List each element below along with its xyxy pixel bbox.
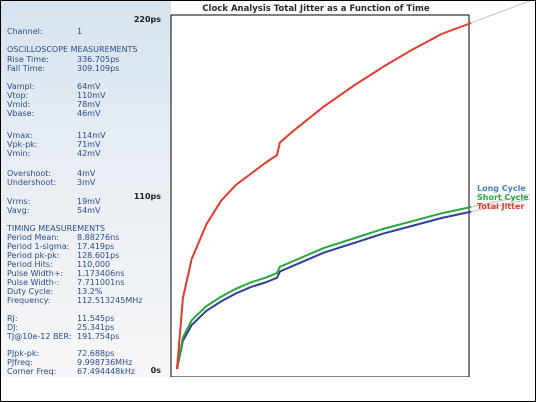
- channel-row-label: Channel:: [7, 27, 43, 36]
- y-tick-label: 110ps: [134, 192, 161, 201]
- chart-title: Clock Analysis Total Jitter as a Functio…: [202, 4, 430, 14]
- timing-row-label: Period Mean:: [7, 233, 59, 242]
- timing-row-value: 128.601ps: [77, 251, 120, 260]
- osc-row-label: Rise Time:: [7, 55, 49, 64]
- osc-row-label: Fall Time:: [7, 64, 46, 73]
- timing-row-value: 13.2%: [77, 287, 103, 296]
- extrapolation-line: [470, 193, 530, 208]
- pj-row-value: 67.494448kHz: [77, 367, 136, 376]
- timing-row-label: Period Hits:: [7, 260, 53, 269]
- rms-row-value: 54mV: [77, 206, 101, 215]
- oscilloscope-section-title: OSCILLOSCOPE MEASUREMENTS: [7, 45, 138, 54]
- timing-row-label: Pulse Width+:: [7, 269, 64, 278]
- rms-row-value: 19mV: [77, 197, 101, 206]
- legend-entry: Total Jitter: [477, 202, 524, 211]
- series-line-long-cycle: [176, 210, 472, 370]
- voltage-row-label: Vbase:: [7, 109, 35, 118]
- jitter-row-label: RJ:: [7, 314, 18, 323]
- timing-row-value: 1.173406ns: [77, 269, 125, 278]
- y-tick-label: 220ps: [134, 15, 161, 24]
- voltage-row-label: Vampl:: [7, 82, 35, 91]
- timing-row-value: 7.711001ns: [77, 278, 125, 287]
- voltage-row-value: 64mV: [77, 82, 101, 91]
- voltage-row-value: 46mV: [77, 109, 101, 118]
- legend-entry: Long Cycle: [477, 184, 526, 193]
- vrange-row-value: 114mV: [77, 131, 106, 140]
- extrapolation-line: [470, 1, 531, 24]
- timing-row-value: 112.513245MHz: [77, 296, 143, 305]
- pj-row-label: PJfreq:: [7, 358, 33, 367]
- vrange-row-value: 71mV: [77, 140, 101, 149]
- osc-row-value: 309.109ps: [77, 64, 120, 73]
- shoot-row-value: 4mV: [77, 169, 96, 178]
- vrange-row-label: Vpk-pk:: [7, 140, 38, 149]
- timing-section-title: TIMING MEASUREMENTS: [7, 224, 106, 233]
- shoot-row-label: Undershoot:: [7, 178, 57, 187]
- jitter-row-label: DJ:: [7, 323, 19, 332]
- voltage-row-value: 110mV: [77, 91, 106, 100]
- legend-entry: Short Cycle: [477, 193, 529, 202]
- voltage-row-label: Vmid:: [7, 100, 31, 109]
- timing-row-label: Frequency:: [7, 296, 51, 305]
- vrange-row-label: Vmax:: [7, 131, 33, 140]
- channel-row-value: 1: [77, 27, 83, 36]
- jitter-row-value: 25.341ps: [77, 323, 115, 332]
- voltage-row-value: 78mV: [77, 100, 101, 109]
- jitter-row-value: 191.754ps: [77, 332, 120, 341]
- timing-row-value: 110,000: [77, 260, 111, 269]
- timing-row-label: Period pk-pk:: [7, 251, 60, 260]
- pj-row-value: 72.688ps: [77, 349, 115, 358]
- shoot-row-value: 3mV: [77, 178, 96, 187]
- timing-row-label: Duty Cycle:: [7, 287, 54, 296]
- pj-row-value: 9.998736MHz: [77, 358, 133, 367]
- series-line-short-cycle: [176, 206, 472, 370]
- timing-row-value: 8.88276ns: [77, 233, 120, 242]
- voltage-row-label: Vtop:: [7, 91, 29, 100]
- vrange-row-label: Vmin:: [7, 149, 31, 158]
- osc-row-value: 336.705ps: [77, 55, 120, 64]
- jitter-row-label: TJ@10e-12 BER:: [7, 332, 72, 341]
- rms-row-label: Vavg:: [7, 206, 30, 215]
- timing-row-label: Period 1-sigma:: [7, 242, 70, 251]
- jitter-row-value: 11.545ps: [77, 314, 115, 323]
- rms-row-label: Vrms:: [7, 197, 31, 206]
- measurements-panel: Channel: 1 OSCILLOSCOPE MEASUREMENTS Rise T…: [1, 1, 171, 377]
- timing-row-value: 17.419ps: [77, 242, 115, 251]
- bottom-band: [1, 377, 535, 401]
- series-line-total-jitter: [176, 22, 472, 370]
- shoot-row-label: Overshoot:: [7, 169, 52, 178]
- pj-row-label: Corner Freq:: [7, 367, 57, 376]
- plot-area: [170, 14, 470, 378]
- y-tick-label: 0s: [151, 366, 162, 375]
- pj-row-label: PJpk-pk:: [7, 349, 40, 358]
- timing-row-label: Pulse Width-:: [7, 278, 60, 287]
- extrapolation-line: [470, 198, 530, 213]
- vrange-row-value: 42mV: [77, 149, 101, 158]
